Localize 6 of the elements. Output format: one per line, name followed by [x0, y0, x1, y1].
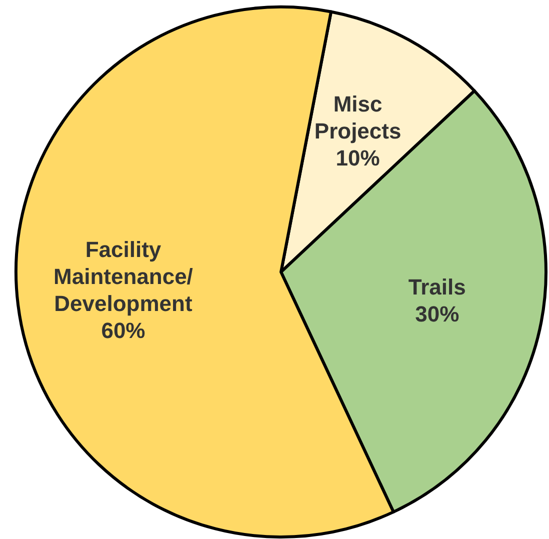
slice-label: Misc Projects: [314, 92, 402, 144]
slice-label: Trails: [408, 274, 466, 300]
slice-label: Facility Maintenance/ Development: [54, 237, 193, 316]
data-label: 10%: [336, 146, 380, 171]
data-label: 60%: [101, 318, 146, 344]
data-label: 30%: [415, 301, 460, 326]
